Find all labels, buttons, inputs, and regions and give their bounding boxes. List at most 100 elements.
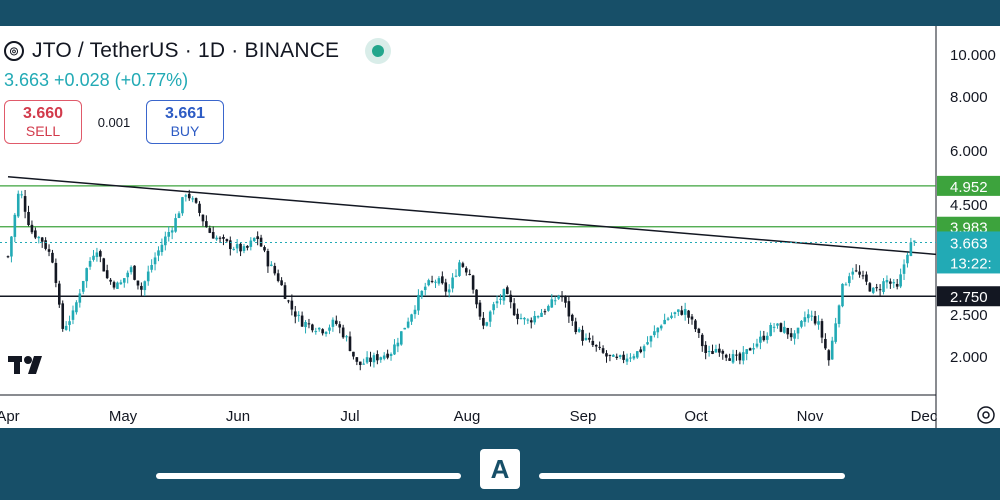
level-price-label: 2.750 <box>950 289 988 306</box>
candle-body <box>441 276 444 284</box>
candle-body <box>666 318 670 320</box>
candle-body <box>382 355 386 359</box>
candle-body <box>406 321 410 328</box>
symbol-title[interactable]: JTO / TetherUS · 1D · BINANCE <box>32 39 340 62</box>
candle-body <box>434 281 437 283</box>
candle-body <box>913 240 916 242</box>
candle-body <box>417 294 420 311</box>
candle-body <box>581 329 584 341</box>
candle-body <box>882 281 885 292</box>
buy-price: 3.661 <box>164 104 206 122</box>
settings-gear-icon[interactable] <box>977 406 995 424</box>
candle-body <box>198 203 201 213</box>
candle-body <box>700 334 704 347</box>
level-price-tag <box>937 175 1000 196</box>
candle-body <box>591 340 595 346</box>
candle-body <box>225 239 229 242</box>
price-chart[interactable]: 10.0008.0006.0004.5002.5002.0004.9523.98… <box>0 26 1000 428</box>
candle-body <box>806 314 810 319</box>
candle-body <box>16 193 20 217</box>
candle-body <box>868 283 872 292</box>
candle-body <box>280 280 283 286</box>
right-footer-rule <box>539 473 845 479</box>
jto-coin-icon: ◎ <box>4 41 24 61</box>
candle-body <box>724 354 728 358</box>
candle-body <box>23 196 27 212</box>
candle-body <box>752 348 755 350</box>
candle-body <box>526 319 530 321</box>
candle-body <box>871 287 875 293</box>
x-tick-label: Nov <box>797 408 824 425</box>
candle-body <box>547 305 550 311</box>
candle-body <box>639 349 642 353</box>
candle-body <box>300 315 304 327</box>
candle-body <box>386 353 389 358</box>
candle-body <box>273 265 277 274</box>
candle-body <box>851 271 855 275</box>
y-tick-label: 4.500 <box>950 197 988 214</box>
candle-body <box>126 272 129 278</box>
candle-body <box>454 275 458 277</box>
candle-body <box>711 350 714 354</box>
x-tick-label: May <box>109 408 138 425</box>
candle-body <box>365 357 369 363</box>
candle-body <box>618 355 622 358</box>
candle-body <box>577 329 581 332</box>
candle-body <box>249 240 253 247</box>
candle-body <box>875 287 878 289</box>
candle-body <box>649 335 653 342</box>
y-tick-label: 6.000 <box>950 143 988 160</box>
candle-body <box>372 355 376 363</box>
buy-button[interactable]: 3.661 BUY <box>146 100 224 144</box>
candle-body <box>369 357 372 362</box>
candle-body <box>143 281 147 291</box>
candle-body <box>830 340 834 360</box>
sell-price: 3.660 <box>22 104 64 122</box>
candle-body <box>44 240 47 249</box>
candle-body <box>834 323 837 342</box>
candle-body <box>789 333 793 338</box>
candle-body <box>475 289 478 305</box>
candle-body <box>218 237 222 239</box>
candle-body <box>146 271 150 282</box>
candle-body <box>102 258 106 272</box>
candle-body <box>71 310 75 320</box>
candle-body <box>776 323 779 326</box>
candle-body <box>625 358 629 362</box>
countdown-label: 13:22: <box>950 255 992 272</box>
candle-body <box>451 277 454 289</box>
candle-body <box>759 336 762 343</box>
candle-body <box>246 245 249 248</box>
candle-body <box>181 197 184 214</box>
candle-body <box>557 295 560 299</box>
candle-body <box>444 282 448 292</box>
candle-body <box>174 218 177 232</box>
candle-body <box>471 275 475 290</box>
candle-body <box>738 353 742 361</box>
candle-body <box>307 323 311 325</box>
candle-body <box>594 344 598 347</box>
candle-body <box>735 354 738 356</box>
candle-body <box>211 232 215 239</box>
candle-body <box>263 247 266 251</box>
candle-body <box>762 335 766 341</box>
candle-body <box>140 285 143 290</box>
candle-body <box>170 230 174 233</box>
sell-button[interactable]: 3.660 SELL <box>4 100 82 144</box>
candle-body <box>800 320 803 327</box>
sell-label: SELL <box>25 122 61 139</box>
candle-body <box>290 300 294 310</box>
candle-body <box>403 327 407 330</box>
candle-body <box>608 354 612 356</box>
candle-body <box>765 335 769 340</box>
candle-body <box>119 282 123 285</box>
y-tick-label: 2.500 <box>950 307 988 324</box>
candle-body <box>321 329 324 334</box>
x-tick-label: Jun <box>226 408 250 425</box>
candle-body <box>731 354 735 363</box>
candle-body <box>88 260 92 267</box>
candle-body <box>571 314 574 321</box>
candle-body <box>673 312 677 315</box>
candle-body <box>516 313 519 320</box>
market-open-dot-icon[interactable] <box>365 38 392 64</box>
